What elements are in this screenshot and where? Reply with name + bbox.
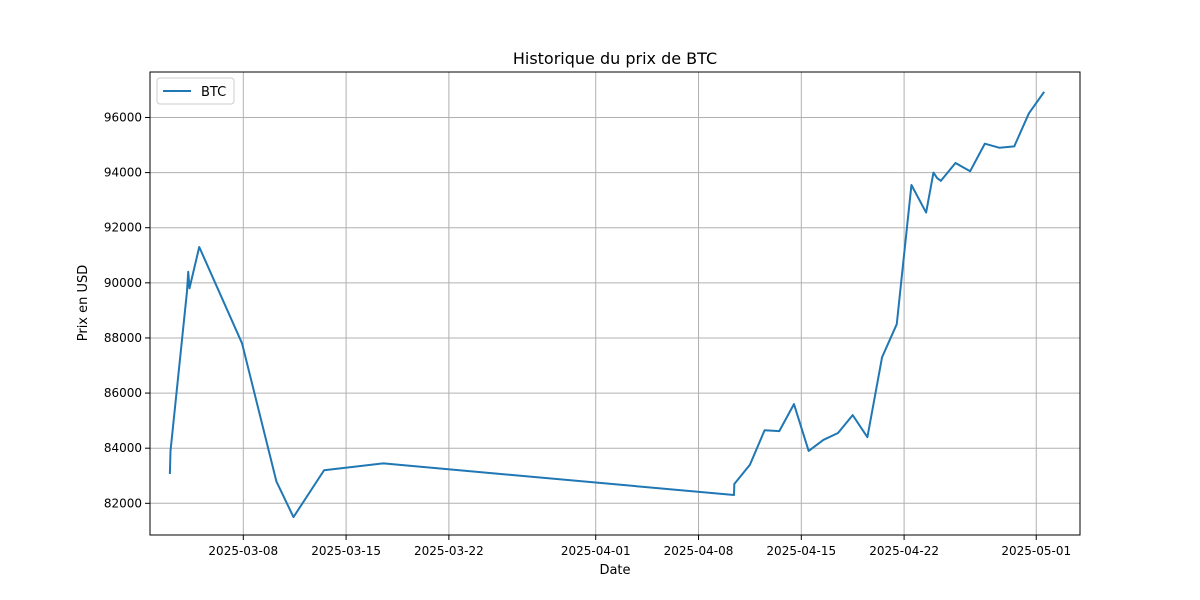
x-tick-label: 2025-04-22 bbox=[869, 544, 939, 558]
y-tick-label: 88000 bbox=[104, 331, 142, 345]
legend-label-btc: BTC bbox=[201, 85, 226, 100]
x-tick-label: 2025-03-22 bbox=[414, 544, 484, 558]
y-tick-label: 96000 bbox=[104, 110, 142, 124]
y-tick-label: 84000 bbox=[104, 441, 142, 455]
x-axis-label: Date bbox=[599, 563, 630, 578]
y-tick-label: 94000 bbox=[104, 166, 142, 180]
plot-frame bbox=[149, 71, 1081, 536]
x-tick-label: 2025-05-01 bbox=[1001, 544, 1071, 558]
chart-title: Historique du prix de BTC bbox=[513, 49, 717, 68]
y-tick-label: 90000 bbox=[104, 276, 142, 290]
x-tick-label: 2025-04-08 bbox=[664, 544, 734, 558]
x-tick-label: 2025-03-08 bbox=[208, 544, 278, 558]
y-tick-label: 82000 bbox=[104, 496, 142, 510]
y-axis-label: Prix en USD bbox=[76, 265, 91, 342]
y-tick-label: 92000 bbox=[104, 221, 142, 235]
legend: BTC bbox=[156, 77, 235, 105]
x-tick-label: 2025-04-15 bbox=[766, 544, 836, 558]
series-line-btc bbox=[168, 91, 1045, 519]
legend-box bbox=[156, 77, 235, 105]
x-tick-label: 2025-04-01 bbox=[561, 544, 631, 558]
y-tick-label: 86000 bbox=[104, 386, 142, 400]
y-axis-ticks: 82000 84000 86000 88000 90000 92000 94000 96000 bbox=[104, 110, 150, 510]
grid-lines bbox=[150, 72, 1080, 535]
x-tick-label: 2025-03-15 bbox=[311, 544, 381, 558]
plot-area bbox=[150, 72, 1080, 535]
x-axis-ticks: 2025-03-08 2025-03-15 2025-03-22 2025-04-01… bbox=[208, 535, 1071, 558]
series-layer bbox=[168, 91, 1045, 519]
